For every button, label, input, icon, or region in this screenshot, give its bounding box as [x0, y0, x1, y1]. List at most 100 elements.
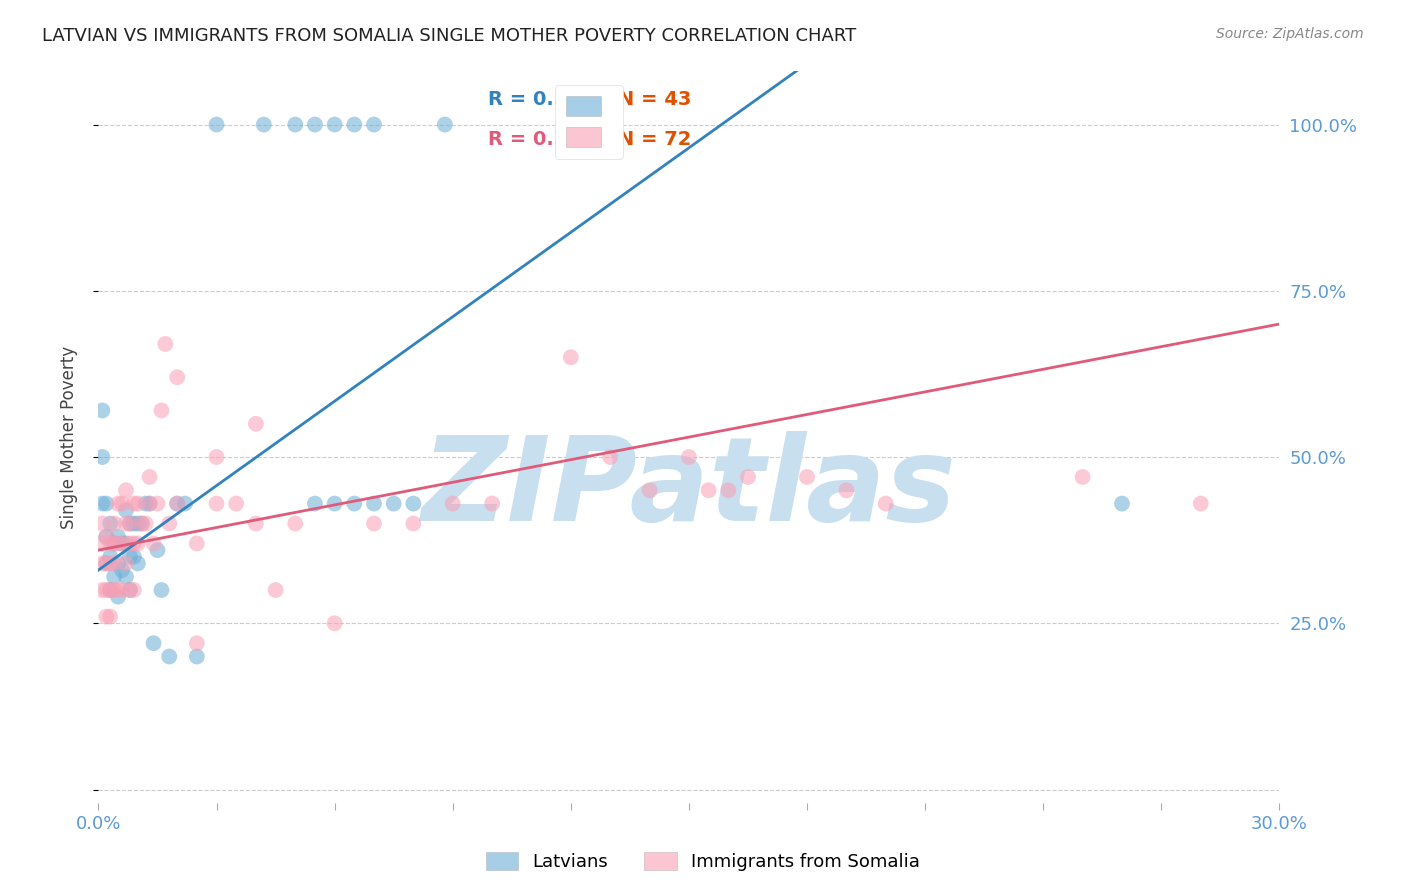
Point: [115, 483, 138, 498]
Point: [717, 483, 740, 498]
Text: Source: ZipAtlas.com: Source: ZipAtlas.com: [1216, 27, 1364, 41]
Point: [111, 536, 134, 550]
Point: [875, 497, 897, 511]
Point: [157, 649, 180, 664]
Point: [118, 516, 141, 531]
Point: [111, 536, 134, 550]
Point: [138, 497, 160, 511]
Point: [91, 403, 114, 417]
Point: [186, 636, 208, 650]
Text: LATVIAN VS IMMIGRANTS FROM SOMALIA SINGLE MOTHER POVERTY CORRELATION CHART: LATVIAN VS IMMIGRANTS FROM SOMALIA SINGL…: [42, 27, 856, 45]
Point: [146, 543, 169, 558]
Point: [103, 557, 125, 571]
Point: [186, 536, 208, 550]
Point: [98, 582, 121, 597]
Point: [122, 536, 145, 550]
Point: [363, 516, 385, 531]
Point: [118, 516, 141, 531]
Point: [103, 516, 125, 531]
Point: [107, 557, 129, 571]
Legend: Latvians, Immigrants from Somalia: Latvians, Immigrants from Somalia: [478, 845, 928, 879]
Point: [166, 370, 188, 384]
Point: [118, 536, 141, 550]
Point: [118, 582, 141, 597]
Point: [363, 497, 385, 511]
Point: [98, 609, 121, 624]
Point: [481, 497, 503, 511]
Point: [796, 470, 818, 484]
Point: [343, 497, 366, 511]
Point: [638, 483, 661, 498]
Point: [103, 582, 125, 597]
Point: [150, 582, 173, 597]
Point: [157, 516, 180, 531]
Point: [103, 570, 125, 584]
Point: [91, 516, 114, 531]
Point: [1189, 497, 1212, 511]
Text: R = 0.535: R = 0.535: [488, 90, 595, 109]
Point: [96, 530, 118, 544]
Point: [323, 616, 346, 631]
Text: N = 72: N = 72: [619, 130, 692, 149]
Text: N = 43: N = 43: [619, 90, 692, 109]
Point: [127, 516, 149, 531]
Point: [131, 516, 153, 531]
Point: [433, 118, 456, 132]
Point: [304, 497, 326, 511]
Point: [103, 536, 125, 550]
Point: [115, 536, 138, 550]
Point: [138, 497, 160, 511]
Point: [284, 118, 307, 132]
Point: [560, 351, 582, 365]
Point: [402, 516, 425, 531]
Point: [142, 536, 165, 550]
Point: [1111, 497, 1133, 511]
Point: [96, 582, 118, 597]
Point: [127, 536, 149, 550]
Point: [304, 118, 326, 132]
Point: [284, 516, 307, 531]
Point: [96, 557, 118, 571]
Point: [111, 497, 134, 511]
Point: [96, 609, 118, 624]
Point: [127, 497, 149, 511]
Point: [107, 582, 129, 597]
Point: [225, 497, 247, 511]
Point: [122, 516, 145, 531]
Point: [115, 557, 138, 571]
Point: [115, 570, 138, 584]
Point: [118, 582, 141, 597]
Point: [323, 118, 346, 132]
Point: [115, 516, 138, 531]
Text: ZIPatlas: ZIPatlas: [422, 431, 956, 546]
Point: [91, 557, 114, 571]
Point: [174, 497, 197, 511]
Point: [122, 497, 145, 511]
Point: [98, 516, 121, 531]
Point: [138, 470, 160, 484]
Legend: , : ,: [554, 85, 623, 159]
Point: [155, 337, 177, 351]
Point: [166, 497, 188, 511]
Point: [343, 118, 366, 132]
Point: [98, 536, 121, 550]
Point: [205, 118, 228, 132]
Point: [107, 530, 129, 544]
Point: [127, 557, 149, 571]
Point: [107, 536, 129, 550]
Point: [150, 403, 173, 417]
Point: [107, 497, 129, 511]
Point: [96, 557, 118, 571]
Text: R = 0.384: R = 0.384: [488, 130, 595, 149]
Y-axis label: Single Mother Poverty: Single Mother Poverty: [59, 345, 77, 529]
Point: [142, 636, 165, 650]
Point: [135, 497, 157, 511]
Point: [678, 450, 700, 464]
Point: [245, 516, 267, 531]
Point: [91, 536, 114, 550]
Point: [91, 450, 114, 464]
Point: [91, 582, 114, 597]
Point: [264, 582, 287, 597]
Point: [1071, 470, 1094, 484]
Point: [363, 118, 385, 132]
